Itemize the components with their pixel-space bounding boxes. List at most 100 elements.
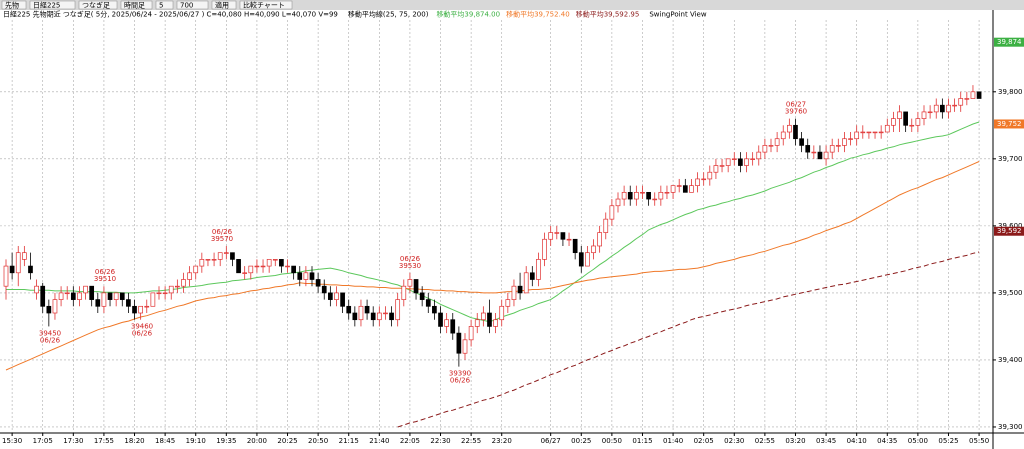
swing-label: 06/26 — [212, 228, 233, 236]
candle-body — [927, 111, 933, 114]
candle-body — [578, 252, 584, 267]
swing-label: 39460 — [131, 323, 153, 331]
candle-body — [676, 185, 682, 187]
candle-body — [291, 265, 296, 274]
candle-body — [566, 238, 572, 241]
x-tick-label: 02:05 — [694, 437, 714, 445]
x-tick-label: 22:05 — [400, 437, 420, 445]
toolbar-button[interactable] — [29, 0, 76, 10]
candle-body — [407, 279, 413, 287]
candle-body — [248, 265, 254, 274]
toolbar-label[interactable]: 700 — [180, 2, 193, 10]
x-tick-label: 21:40 — [369, 437, 389, 445]
candle-body — [395, 299, 401, 321]
candle-body — [970, 91, 976, 99]
candle-body — [254, 265, 260, 268]
toolbar-label[interactable]: 日経225 — [33, 1, 60, 10]
x-tick-label: 05:50 — [969, 437, 989, 445]
toolbar-button[interactable] — [78, 0, 118, 10]
x-tick-label: 06/27 — [541, 437, 561, 445]
candle-body — [113, 292, 119, 300]
swing-label: 39510 — [94, 275, 116, 283]
candle-body — [805, 145, 811, 153]
ma-legend: 移動平均39,874.00 — [436, 10, 500, 19]
candle-body — [774, 138, 780, 146]
candle-body — [634, 191, 639, 200]
candle-body — [450, 319, 456, 334]
toolbar-label[interactable]: 適用 — [215, 1, 229, 10]
toolbar-button[interactable] — [211, 0, 237, 10]
candle-body — [334, 292, 339, 300]
x-tick-label: 02:30 — [724, 437, 744, 445]
candle-body — [340, 292, 345, 307]
x-tick-label: 20:00 — [247, 437, 267, 445]
toolbar-button[interactable] — [239, 0, 293, 10]
candle-body — [211, 259, 217, 261]
price-tag — [994, 119, 1024, 129]
x-tick-label: 19:35 — [216, 437, 236, 445]
candle-body — [144, 305, 150, 308]
x-tick-label: 22:30 — [430, 437, 450, 445]
candle-body — [958, 98, 964, 106]
candle-body — [689, 185, 694, 193]
toolbar-label[interactable]: つなぎ足 — [82, 1, 110, 10]
candle-body — [799, 138, 804, 146]
candle-body — [321, 285, 327, 294]
candle-body — [199, 259, 205, 267]
x-tick-label: 18:20 — [124, 437, 144, 445]
candle-body — [829, 145, 835, 153]
price-tag-label: 39,592 — [997, 227, 1022, 235]
candle-body — [352, 312, 358, 321]
candle-body — [872, 131, 878, 134]
candle-body — [646, 191, 651, 200]
candle-body — [83, 285, 88, 294]
candle-body — [419, 292, 425, 300]
candle-body — [328, 292, 333, 300]
candle-body — [456, 332, 462, 354]
candle-body — [860, 131, 866, 134]
candle-body — [413, 279, 419, 294]
toolbar-label[interactable]: 先物 — [5, 1, 19, 10]
price-tag-label: 39,874 — [997, 38, 1022, 46]
candle-body — [835, 145, 841, 147]
swing-label: 39450 — [39, 329, 61, 337]
toolbar-label[interactable]: 比較チャート — [243, 1, 285, 10]
candle-body — [58, 292, 64, 300]
toolbar-label[interactable]: 時間足 — [124, 2, 145, 10]
y-tick-label: 39,700 — [998, 155, 1023, 163]
candle-body — [811, 151, 817, 154]
x-tick-label: 00:50 — [602, 437, 622, 445]
ma-legend: 移動平均39,752.40 — [506, 10, 570, 19]
price-tag — [994, 37, 1024, 47]
candle-body — [444, 319, 449, 327]
candle-body — [468, 326, 474, 341]
toolbar-button[interactable] — [120, 0, 153, 10]
candle-body — [897, 111, 902, 119]
candle-body — [738, 158, 743, 166]
candle-body — [603, 218, 609, 233]
candle-body — [425, 299, 431, 307]
candle-body — [168, 285, 174, 294]
candle-body — [272, 259, 278, 261]
candle-body — [909, 124, 915, 127]
swing-label: 06/26 — [400, 255, 421, 263]
candle-body — [725, 158, 731, 166]
candle-body — [15, 252, 21, 274]
x-tick-label: 19:10 — [186, 437, 206, 445]
candle-body — [609, 205, 615, 220]
candle-body — [95, 299, 101, 307]
candle-body — [817, 151, 823, 160]
toolbar-label[interactable]: 5 — [159, 2, 163, 10]
candle-body — [181, 279, 186, 287]
candle-body — [701, 178, 707, 181]
candle-body — [389, 312, 394, 321]
candle-body — [346, 305, 352, 314]
toolbar-button[interactable] — [1, 0, 27, 10]
candle-body — [260, 265, 266, 268]
candle-body — [462, 339, 468, 354]
y-tick-label: 39,600 — [998, 222, 1023, 230]
toolbar-button[interactable] — [155, 0, 174, 10]
toolbar-button[interactable] — [176, 0, 209, 10]
candle-body — [40, 285, 46, 307]
candle-body — [376, 312, 382, 321]
